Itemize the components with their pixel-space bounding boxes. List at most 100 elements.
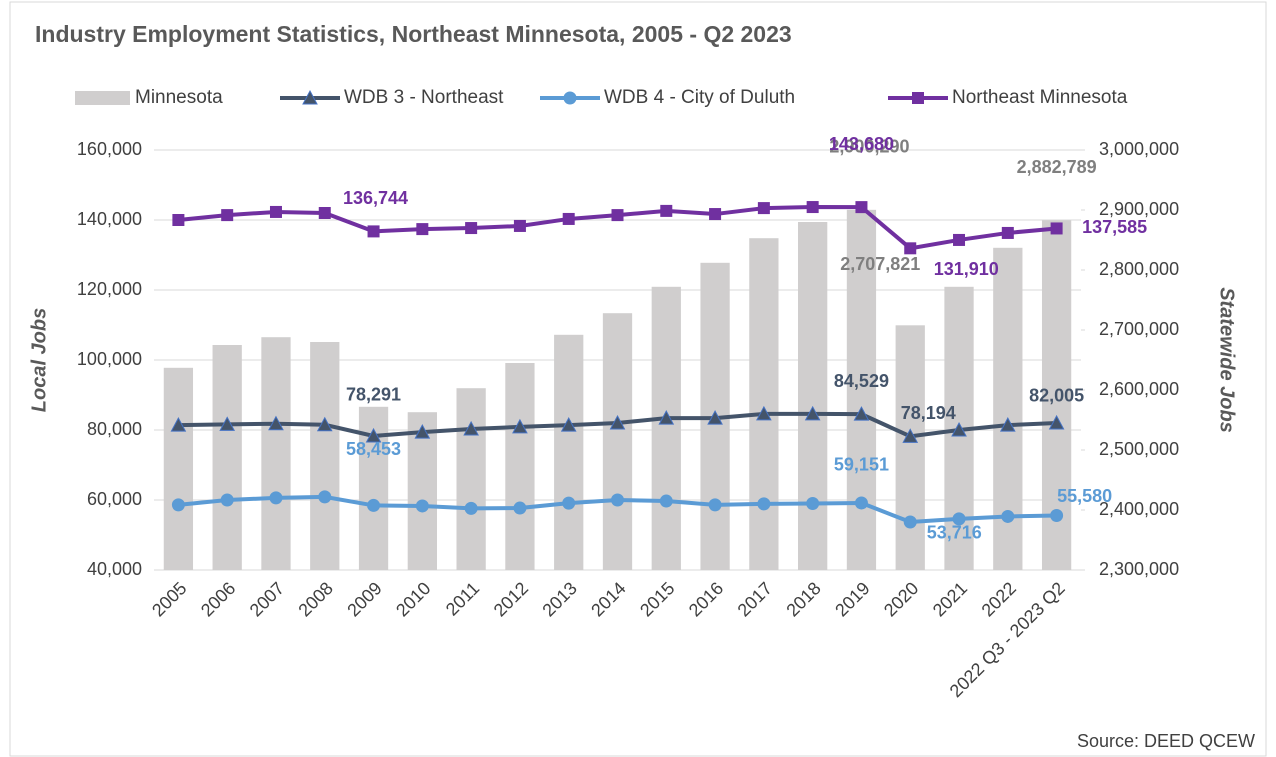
series-marker: [562, 212, 575, 225]
value-label: 58,453: [346, 439, 401, 459]
series-marker: [709, 208, 722, 221]
bar: [749, 238, 779, 570]
y2-tick-label: 2,500,000: [1099, 439, 1179, 459]
series-marker: [416, 223, 429, 236]
series-marker: [707, 410, 723, 425]
series-marker: [853, 406, 870, 421]
bar: [505, 363, 535, 570]
legend-marker: [302, 89, 318, 105]
y2-tick-label: 2,900,000: [1099, 199, 1179, 219]
y-tick-label: 80,000: [87, 419, 142, 439]
y2-tick-label: 2,600,000: [1099, 379, 1179, 399]
series-marker: [806, 201, 819, 214]
legend-label: WDB 4 - City of Duluth: [604, 87, 795, 108]
series-marker: [512, 418, 528, 434]
bar: [212, 345, 242, 570]
y2-tick-label: 2,300,000: [1099, 559, 1179, 579]
value-label: 78,194: [901, 403, 956, 423]
chart-border: [9, 1, 1267, 757]
series-marker: [1050, 508, 1064, 522]
series-marker: [463, 420, 479, 436]
value-label: 2,900,290: [829, 137, 909, 157]
chart-title: Industry Employment Statistics, Northeas…: [35, 21, 792, 47]
bar: [261, 337, 291, 570]
value-label: 55,580: [1057, 486, 1112, 506]
series-marker: [804, 405, 821, 421]
series-marker: [367, 498, 381, 512]
series-marker: [513, 501, 527, 515]
y-tick-label: 40,000: [87, 559, 142, 579]
y-tick-label: 140,000: [77, 209, 142, 229]
bar: [554, 334, 584, 570]
bar: [602, 313, 633, 570]
series-marker: [659, 494, 673, 508]
series-marker: [172, 214, 185, 226]
value-label: 2,882,789: [1017, 157, 1097, 177]
value-label: 78,291: [346, 385, 401, 405]
bar: [895, 325, 925, 570]
series-marker: [269, 205, 282, 218]
legend-swatch: [75, 91, 130, 105]
value-label: 82,005: [1029, 386, 1084, 406]
value-label: 2,707,821: [840, 254, 920, 274]
series-marker: [221, 209, 234, 222]
bar: [651, 286, 681, 570]
value-label: 137,585: [1082, 217, 1147, 237]
series-marker: [658, 410, 675, 425]
legend-marker: [563, 91, 577, 105]
y-tick-label: 120,000: [77, 279, 142, 299]
series-marker: [464, 501, 478, 515]
bar: [846, 209, 877, 571]
value-label: 53,716: [927, 523, 982, 543]
y-tick-label: 160,000: [77, 139, 142, 159]
series-marker: [318, 490, 332, 504]
series-marker: [316, 416, 333, 432]
series-marker: [757, 202, 770, 215]
series-marker: [1001, 509, 1015, 523]
source-note: Source: DEED QCEW: [1077, 731, 1255, 751]
series-marker: [171, 498, 185, 512]
series-marker: [268, 415, 284, 431]
bar: [310, 342, 340, 570]
series-marker: [806, 497, 820, 510]
series-marker: [269, 491, 283, 505]
series-marker: [609, 414, 626, 430]
y-tick-label: 100,000: [77, 349, 142, 369]
value-label: 143,680: [829, 134, 894, 154]
y2-tick-label: 2,800,000: [1099, 259, 1179, 279]
series-marker: [951, 421, 967, 437]
series-marker: [367, 225, 380, 238]
value-label: 136,744: [343, 188, 408, 208]
series-marker: [365, 427, 382, 443]
series-marker: [219, 416, 236, 431]
series-marker: [611, 209, 624, 222]
series-marker: [170, 417, 187, 432]
series-marker: [953, 233, 966, 246]
y-tick-label: 60,000: [87, 489, 142, 509]
series-marker: [1001, 226, 1014, 239]
series-marker: [902, 428, 919, 443]
series-marker: [855, 201, 868, 214]
series-marker: [611, 493, 624, 507]
series-marker: [660, 204, 673, 217]
y2-tick-label: 2,400,000: [1099, 499, 1179, 519]
series-marker: [220, 493, 234, 507]
series-marker: [562, 496, 576, 510]
series-marker: [903, 515, 917, 529]
series-marker: [757, 497, 771, 511]
legend-label: Northeast Minnesota: [952, 87, 1128, 108]
legend-label: WDB 3 - Northeast: [344, 87, 504, 108]
series-marker: [414, 424, 431, 439]
series-marker: [854, 496, 868, 510]
series-marker: [560, 417, 577, 432]
value-label: 59,151: [834, 455, 889, 475]
series-marker: [1048, 414, 1065, 430]
legend-marker: [912, 92, 924, 104]
y2-tick-label: 2,700,000: [1099, 319, 1179, 339]
bar: [163, 367, 194, 570]
series-marker: [999, 417, 1016, 432]
value-label: 131,910: [934, 259, 999, 279]
series-marker: [415, 499, 429, 513]
legend-label: Minnesota: [135, 87, 223, 108]
